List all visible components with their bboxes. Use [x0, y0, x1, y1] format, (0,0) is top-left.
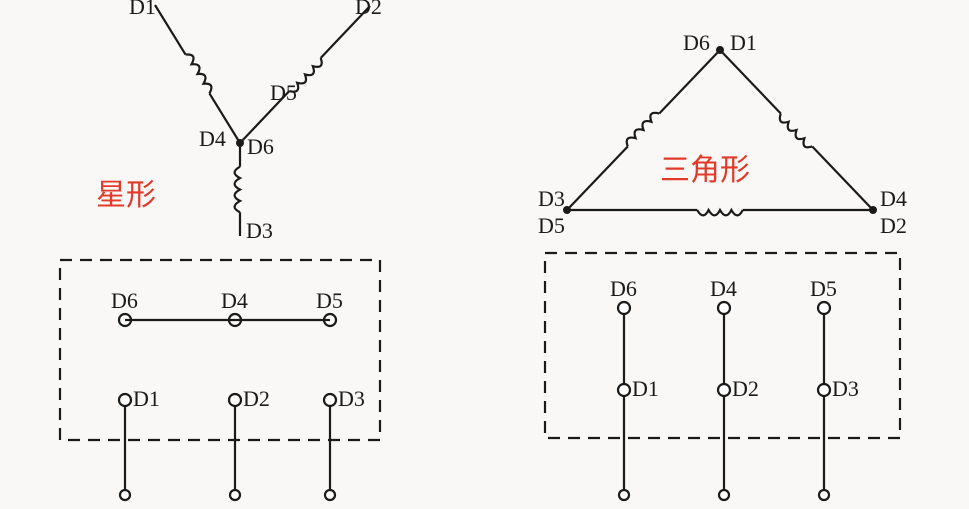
- terminal-label: D5: [316, 288, 343, 314]
- terminal-label: D5: [538, 213, 565, 239]
- terminal-label: D2: [355, 0, 382, 20]
- terminal-label: D4: [710, 276, 737, 302]
- diagram-title: 三角形: [660, 145, 750, 189]
- terminal-label: D1: [730, 30, 757, 56]
- terminal-label: D1: [133, 386, 160, 412]
- terminal-label: D2: [732, 376, 759, 402]
- terminal-label: D3: [338, 386, 365, 412]
- terminal-label: D1: [632, 376, 659, 402]
- terminal-label: D4: [199, 126, 226, 152]
- terminal-label: D5: [270, 80, 297, 106]
- terminal-label: D4: [221, 288, 248, 314]
- terminal-label: D6: [683, 30, 710, 56]
- terminal-label: D2: [243, 386, 270, 412]
- diagram-title: 星形: [96, 170, 156, 214]
- terminal-label: D6: [247, 134, 274, 160]
- terminal-label: D6: [610, 276, 637, 302]
- terminal-label: D3: [246, 218, 273, 244]
- terminal-label: D3: [538, 186, 565, 212]
- terminal-label: D6: [111, 288, 138, 314]
- terminal-label: D1: [129, 0, 156, 20]
- terminal-label: D5: [810, 276, 837, 302]
- terminal-label: D4: [880, 186, 907, 212]
- terminal-label: D2: [880, 213, 907, 239]
- terminal-label: D3: [832, 376, 859, 402]
